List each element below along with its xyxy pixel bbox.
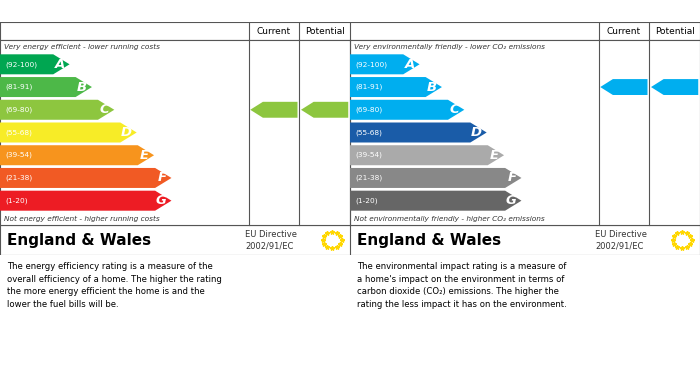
Text: G: G [505,194,517,207]
Polygon shape [301,102,349,118]
Text: Current: Current [607,27,641,36]
Text: (39-54): (39-54) [355,152,382,158]
Text: E: E [140,149,149,162]
Polygon shape [350,168,522,188]
Text: Very environmentally friendly - lower CO₂ emissions: Very environmentally friendly - lower CO… [354,43,545,50]
Text: Not energy efficient - higher running costs: Not energy efficient - higher running co… [4,215,160,222]
Text: 74: 74 [318,103,335,116]
Text: England & Wales: England & Wales [357,233,501,248]
Polygon shape [601,79,648,95]
Text: (69-80): (69-80) [6,106,32,113]
Polygon shape [0,54,69,74]
Text: (81-91): (81-91) [6,84,33,90]
Text: (1-20): (1-20) [355,197,378,204]
Polygon shape [350,100,464,120]
Text: ) Rating: ) Rating [575,5,629,18]
Text: (69-80): (69-80) [355,106,382,113]
Text: The energy efficiency rating is a measure of the
overall efficiency of a home. T: The energy efficiency rating is a measur… [7,262,222,309]
Polygon shape [350,77,442,97]
Polygon shape [0,168,172,188]
Polygon shape [0,100,114,120]
Text: A: A [55,58,64,71]
Text: Energy Efficiency Rating: Energy Efficiency Rating [8,5,172,18]
Polygon shape [0,145,154,165]
Text: Potential: Potential [304,27,344,36]
Text: E: E [490,149,499,162]
Text: Current: Current [257,27,291,36]
Text: 74: 74 [267,103,284,116]
Polygon shape [0,77,92,97]
Text: C: C [449,103,459,116]
Text: (92-100): (92-100) [355,61,387,68]
Polygon shape [350,145,504,165]
Text: (39-54): (39-54) [6,152,32,158]
Text: (81-91): (81-91) [355,84,383,90]
Polygon shape [350,122,486,142]
Polygon shape [251,102,298,118]
Text: Very energy efficient - lower running costs: Very energy efficient - lower running co… [4,43,160,50]
Text: G: G [155,194,167,207]
Text: B: B [427,81,437,93]
Text: The environmental impact rating is a measure of
a home's impact on the environme: The environmental impact rating is a mea… [357,262,567,309]
Text: England & Wales: England & Wales [7,233,151,248]
Text: 80: 80 [617,81,634,93]
Text: Potential: Potential [654,27,694,36]
Text: (92-100): (92-100) [6,61,37,68]
Text: (21-38): (21-38) [6,175,32,181]
Text: Environmental Impact (CO: Environmental Impact (CO [358,5,533,18]
Text: EU Directive
2002/91/EC: EU Directive 2002/91/EC [595,230,647,250]
Text: 2: 2 [568,2,574,11]
Text: F: F [158,172,167,185]
Text: D: D [471,126,482,139]
Text: (55-68): (55-68) [355,129,382,136]
Text: A: A [405,58,414,71]
Polygon shape [651,79,699,95]
Polygon shape [350,54,419,74]
Polygon shape [350,191,522,211]
Text: (55-68): (55-68) [6,129,32,136]
Text: 80: 80 [668,81,685,93]
Text: (1-20): (1-20) [6,197,28,204]
Text: EU Directive
2002/91/EC: EU Directive 2002/91/EC [245,230,297,250]
Text: B: B [77,81,87,93]
Text: (21-38): (21-38) [355,175,382,181]
Text: Not environmentally friendly - higher CO₂ emissions: Not environmentally friendly - higher CO… [354,215,545,222]
Text: C: C [99,103,109,116]
Text: F: F [508,172,517,185]
Polygon shape [0,191,172,211]
Polygon shape [0,122,136,142]
Text: D: D [121,126,132,139]
